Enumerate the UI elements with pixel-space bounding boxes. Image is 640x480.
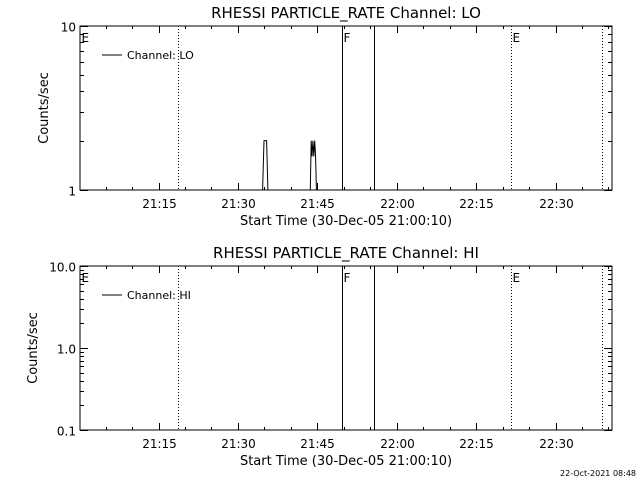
y-tick-label: 1 — [68, 185, 76, 199]
y-tick-label: 1.0 — [57, 343, 76, 357]
x-axis-label: Start Time (30-Dec-05 21:00:10) — [240, 454, 452, 469]
annotation-label: F — [344, 271, 351, 285]
legend-label: Channel: HI — [127, 289, 191, 302]
legend-label: Channel: LO — [127, 49, 194, 62]
annotation-label: E — [513, 31, 521, 45]
chart-title: RHESSI PARTICLE_RATE Channel: LO — [211, 4, 481, 23]
x-tick-label: 21:45 — [300, 437, 335, 451]
x-tick-label: 22:30 — [539, 197, 574, 211]
y-tick-label: 10.0 — [49, 261, 76, 275]
x-tick-label: 21:15 — [142, 437, 177, 451]
x-tick-label: 22:15 — [459, 197, 494, 211]
x-axis-label: Start Time (30-Dec-05 21:00:10) — [240, 214, 452, 229]
annotation-label: E — [82, 271, 90, 285]
plot-timestamp: 22-Oct-2021 08:48 — [560, 469, 636, 478]
x-tick-label: 21:15 — [142, 197, 177, 211]
y-axis-label: Counts/sec — [26, 312, 41, 384]
x-tick-label: 22:00 — [380, 197, 415, 211]
annotation-label: F — [344, 31, 351, 45]
x-tick-label: 21:30 — [221, 197, 256, 211]
x-tick-label: 21:30 — [221, 437, 256, 451]
y-tick-label: 10 — [61, 21, 76, 35]
chart-panel-lo: RHESSI PARTICLE_RATE Channel: LO E F E 21:15… — [37, 4, 613, 229]
chart-title: RHESSI PARTICLE_RATE Channel: HI — [213, 244, 479, 263]
x-tick-label: 22:00 — [380, 437, 415, 451]
x-tick-label: 22:15 — [459, 437, 494, 451]
plot-frame — [79, 25, 613, 191]
annotation-label: E — [82, 31, 90, 45]
annotation-label: E — [513, 271, 521, 285]
x-tick-label: 22:30 — [539, 437, 574, 451]
x-tick-label: 21:45 — [300, 197, 335, 211]
y-axis-label: Counts/sec — [37, 72, 52, 144]
y-tick-label: 0.1 — [57, 425, 76, 439]
chart-panel-hi: RHESSI PARTICLE_RATE Channel: HI E F E 21:15… — [26, 244, 613, 469]
series-line-0 — [262, 140, 317, 191]
